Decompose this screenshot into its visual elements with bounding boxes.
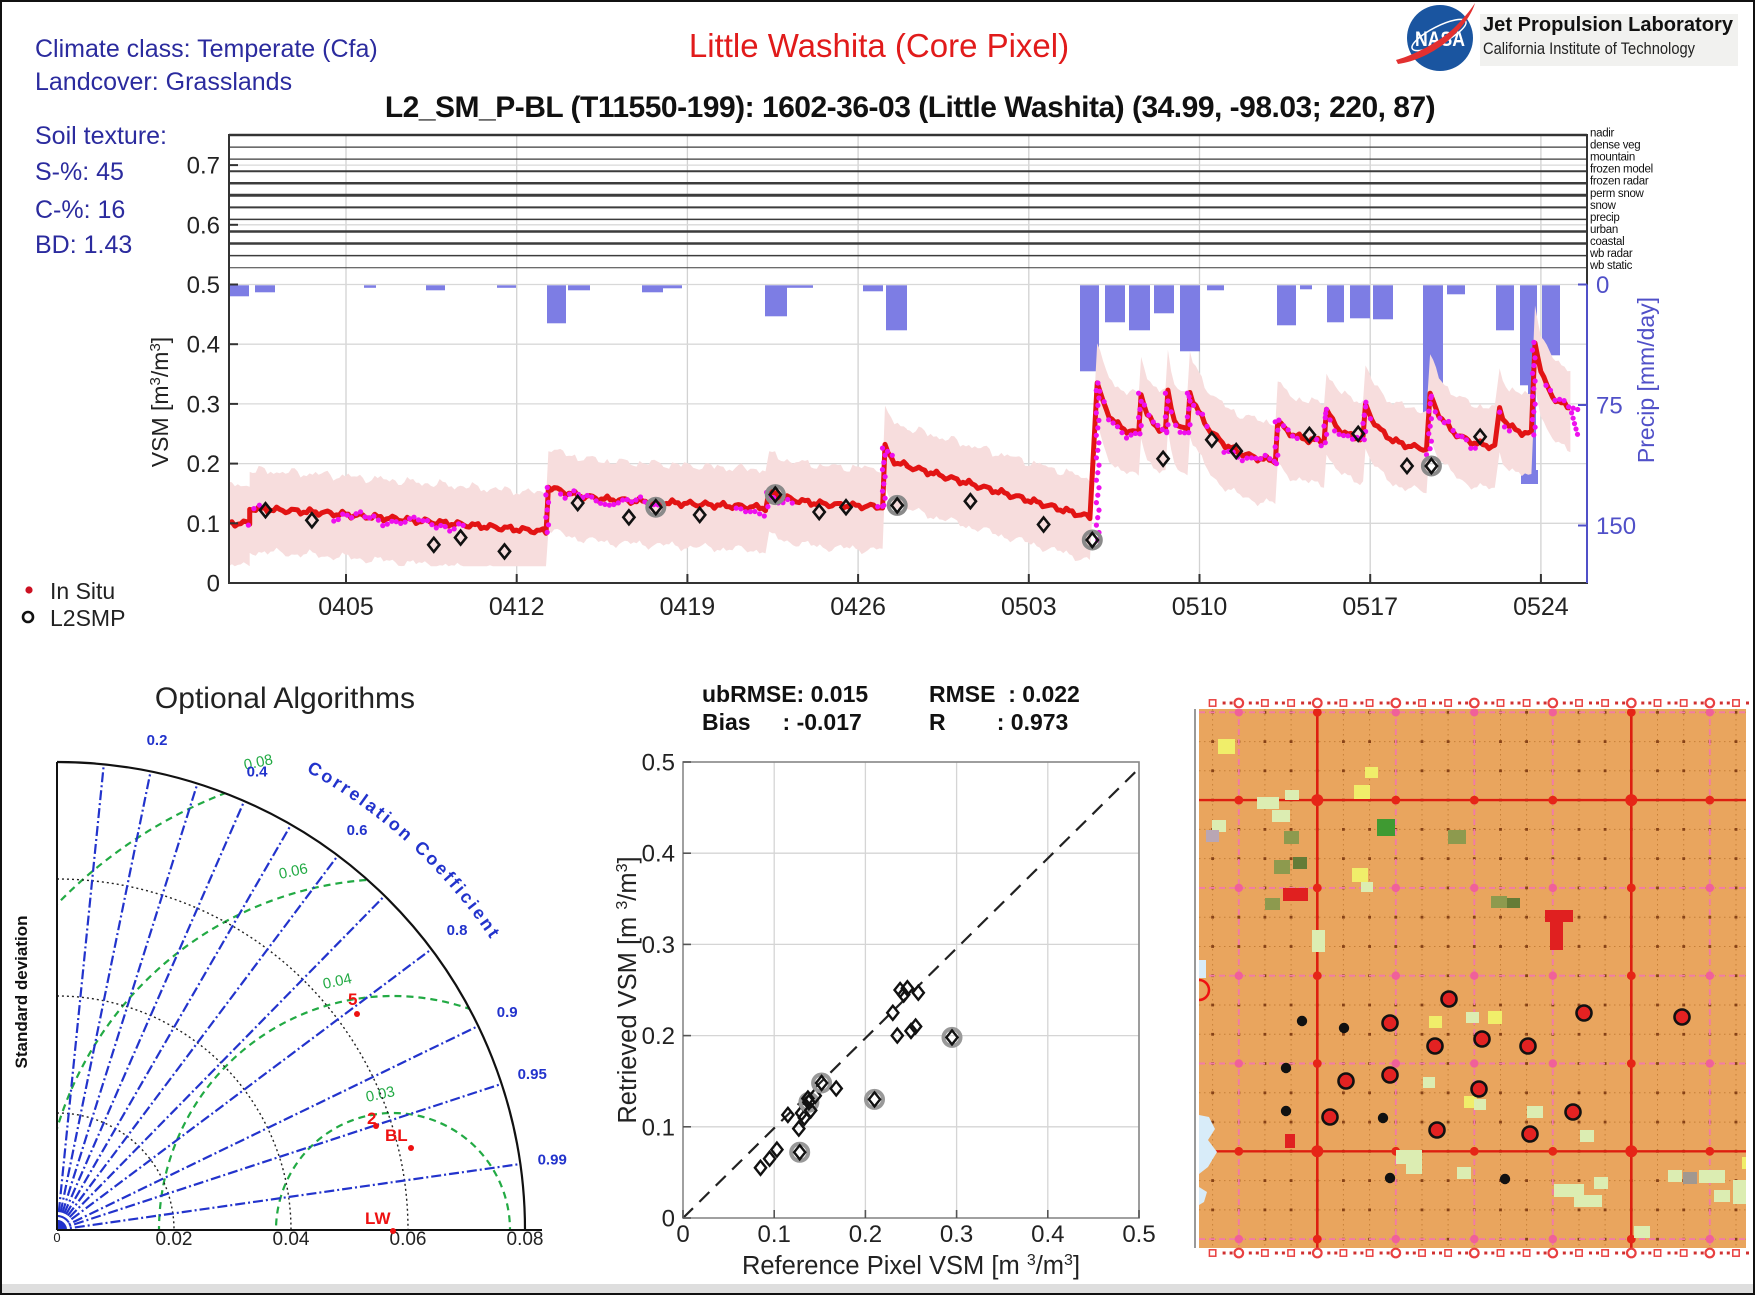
svg-text:perm snow: perm snow (1590, 188, 1645, 200)
svg-text:0517: 0517 (1342, 593, 1398, 621)
svg-text:0.6: 0.6 (187, 212, 220, 239)
svg-text:0.08: 0.08 (507, 1229, 544, 1250)
svg-text:BL: BL (385, 1126, 408, 1145)
svg-text:0426: 0426 (830, 593, 886, 621)
svg-text:0.2: 0.2 (187, 451, 220, 478)
svg-text:Bias : -0.017: Bias : -0.017 (702, 709, 862, 735)
svg-text:snow: snow (1590, 200, 1617, 212)
svg-text:0: 0 (53, 1230, 60, 1245)
svg-text:0.3: 0.3 (187, 391, 220, 418)
svg-text:0.2: 0.2 (849, 1221, 882, 1248)
svg-text:0.8: 0.8 (447, 922, 468, 939)
svg-text:0.02: 0.02 (156, 1229, 193, 1250)
svg-text:dense veg: dense veg (1590, 140, 1640, 152)
svg-text:ubRMSE: 0.015: ubRMSE: 0.015 (702, 681, 868, 707)
svg-text:California Institute of Techno: California Institute of Technology (1483, 40, 1696, 58)
svg-text:0.08: 0.08 (242, 751, 274, 774)
svg-text:0.7: 0.7 (187, 153, 220, 180)
svg-text:0524: 0524 (1513, 593, 1569, 621)
svg-text:0405: 0405 (318, 593, 374, 621)
svg-text:0.99: 0.99 (538, 1151, 567, 1168)
svg-text:In Situ: In Situ (50, 578, 115, 604)
svg-text:0.2: 0.2 (147, 732, 168, 749)
svg-text:Standard deviation: Standard deviation (12, 915, 31, 1068)
svg-text:Optional Algorithms: Optional Algorithms (155, 682, 415, 715)
svg-text:LW: LW (365, 1209, 391, 1228)
svg-text:L2SMP: L2SMP (50, 605, 125, 631)
svg-text:0.95: 0.95 (518, 1066, 547, 1083)
svg-text:precip: precip (1590, 212, 1620, 224)
svg-text:0510: 0510 (1172, 593, 1228, 621)
svg-text:0.5: 0.5 (1122, 1221, 1155, 1248)
svg-text:0.04: 0.04 (321, 970, 353, 993)
svg-text:0.1: 0.1 (758, 1221, 791, 1248)
svg-text:mountain: mountain (1590, 152, 1635, 164)
svg-text:0.5: 0.5 (642, 750, 675, 777)
svg-text:5: 5 (348, 990, 357, 1009)
svg-text:2: 2 (367, 1109, 376, 1128)
svg-text:0.4: 0.4 (187, 332, 220, 359)
svg-text:0.4: 0.4 (642, 841, 675, 868)
svg-text:0.3: 0.3 (940, 1221, 973, 1248)
svg-text:VSM [m3/m3]: VSM [m3/m3] (147, 337, 173, 467)
svg-text:0.06: 0.06 (277, 860, 309, 883)
svg-text:0.4: 0.4 (247, 764, 269, 781)
svg-text:0412: 0412 (489, 593, 545, 621)
svg-text:0: 0 (676, 1221, 689, 1248)
svg-text:urban: urban (1590, 224, 1618, 236)
svg-text:0.9: 0.9 (497, 1004, 518, 1021)
svg-text:0.1: 0.1 (642, 1114, 675, 1141)
svg-text:0: 0 (662, 1206, 675, 1233)
svg-text:0.06: 0.06 (390, 1229, 427, 1250)
svg-text:0.04: 0.04 (273, 1229, 310, 1250)
svg-text:wb static: wb static (1589, 260, 1633, 272)
svg-text:0.2: 0.2 (642, 1023, 675, 1050)
svg-text:wb radar: wb radar (1589, 248, 1633, 260)
svg-text:Reference Pixel VSM [m 3/m3]: Reference Pixel VSM [m 3/m3] (742, 1252, 1080, 1280)
svg-text:0.5: 0.5 (187, 272, 220, 299)
svg-text:nadir: nadir (1590, 128, 1615, 140)
svg-text:Jet Propulsion Laboratory: Jet Propulsion Laboratory (1483, 14, 1734, 36)
svg-text:150: 150 (1596, 513, 1636, 540)
svg-text:75: 75 (1596, 393, 1623, 420)
svg-text:Precip [mm/day]: Precip [mm/day] (1633, 297, 1659, 463)
svg-text:0503: 0503 (1001, 593, 1057, 621)
svg-text:0: 0 (207, 571, 220, 598)
svg-text:0: 0 (1596, 272, 1609, 299)
svg-text:0.6: 0.6 (347, 822, 368, 839)
svg-text:0.3: 0.3 (642, 932, 675, 959)
svg-text:0419: 0419 (660, 593, 716, 621)
svg-text:frozen radar: frozen radar (1590, 176, 1649, 188)
svg-text:R : 0.973: R : 0.973 (929, 709, 1068, 735)
svg-text:0.4: 0.4 (1031, 1221, 1064, 1248)
svg-text:Retrieved VSM [m 3/m3]: Retrieved VSM [m 3/m3] (614, 856, 642, 1123)
svg-text:frozen model: frozen model (1590, 164, 1653, 176)
svg-text:coastal: coastal (1590, 236, 1624, 248)
svg-text:RMSE : 0.022: RMSE : 0.022 (929, 681, 1080, 707)
svg-text:0.1: 0.1 (187, 511, 220, 538)
